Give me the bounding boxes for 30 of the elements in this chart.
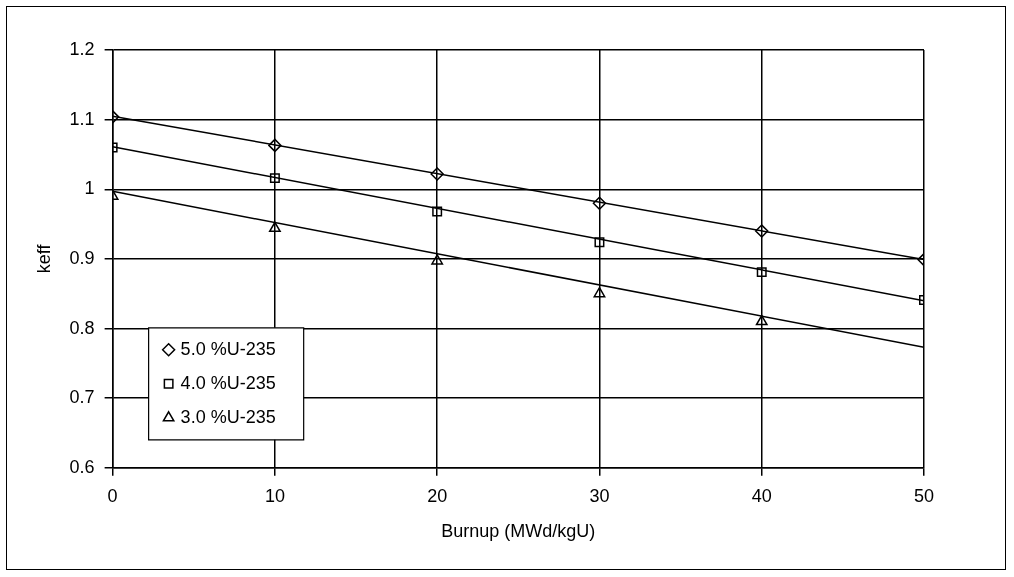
- y-tick-label: 0.8: [69, 317, 95, 338]
- point: [269, 173, 280, 184]
- legend-label: 4.0 %U-235: [180, 372, 276, 393]
- x-tick-label: 0: [107, 485, 118, 506]
- y-tick-label: 0.9: [69, 247, 95, 268]
- y-axis-title: keff: [33, 243, 54, 274]
- legend-label: 5.0 %U-235: [180, 338, 276, 359]
- point: [594, 237, 605, 248]
- point: [430, 167, 444, 181]
- point: [593, 286, 606, 298]
- legend-label: 3.0 %U-235: [180, 406, 276, 427]
- point: [755, 314, 768, 326]
- x-tick-label: 20: [427, 485, 448, 506]
- point: [432, 206, 443, 217]
- point: [756, 267, 767, 278]
- x-tick-label: 50: [913, 485, 935, 506]
- point: [268, 221, 281, 233]
- x-axis-title: Burnup (MWd/kgU): [441, 521, 596, 542]
- y-tick-label: 0.6: [69, 456, 95, 477]
- x-tick-label: 10: [264, 485, 285, 506]
- x-tick-label: 40: [751, 485, 772, 506]
- point: [592, 196, 607, 210]
- point: [754, 224, 769, 238]
- x-tick-label: 30: [589, 485, 610, 506]
- point: [431, 254, 444, 265]
- y-tick-label: 1.2: [69, 38, 95, 59]
- point: [268, 138, 282, 153]
- y-tick-label: 0.7: [69, 387, 95, 408]
- y-tick-label: 1: [84, 178, 95, 199]
- y-tick-label: 1.1: [69, 108, 95, 129]
